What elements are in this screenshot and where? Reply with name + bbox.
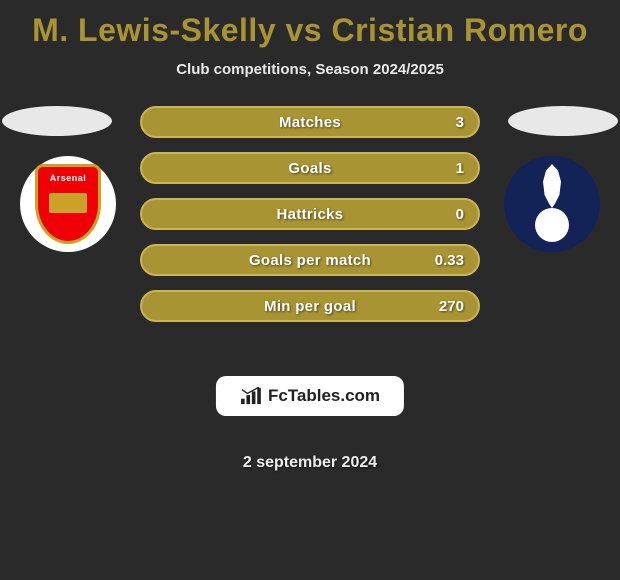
stat-label: Min per goal: [264, 298, 356, 315]
stat-label: Matches: [279, 114, 341, 131]
stat-row-min-per-goal: Min per goal 270: [140, 290, 480, 322]
tottenham-ball-icon: [535, 208, 569, 242]
date-text: 2 september 2024: [0, 454, 620, 472]
page-title: M. Lewis-Skelly vs Cristian Romero: [0, 0, 620, 49]
comparison-area: Arsenal Matches 3 Goals 1 Hattricks 0 Go…: [0, 106, 620, 406]
stat-rows: Matches 3 Goals 1 Hattricks 0 Goals per …: [140, 106, 480, 336]
stat-row-goals-per-match: Goals per match 0.33: [140, 244, 480, 276]
stat-row-matches: Matches 3: [140, 106, 480, 138]
stat-value: 270: [439, 298, 464, 315]
tottenham-cockerel-icon: [537, 164, 567, 208]
stat-row-hattricks: Hattricks 0: [140, 198, 480, 230]
watermark-badge: FcTables.com: [216, 376, 404, 416]
arsenal-cannon-icon: [49, 193, 87, 213]
arsenal-logo-text: Arsenal: [38, 173, 98, 183]
arsenal-shield: Arsenal: [35, 164, 101, 244]
stat-label: Goals per match: [249, 252, 371, 269]
stat-value: 0.33: [435, 252, 464, 269]
left-team-logo: Arsenal: [20, 156, 116, 252]
stat-row-goals: Goals 1: [140, 152, 480, 184]
watermark-chart-icon: [240, 387, 262, 405]
right-team-logo: [504, 156, 600, 252]
watermark-text: FcTables.com: [268, 386, 380, 406]
stat-label: Hattricks: [277, 206, 344, 223]
subtitle: Club competitions, Season 2024/2025: [0, 61, 620, 78]
left-player-oval: [2, 106, 112, 136]
right-player-oval: [508, 106, 618, 136]
stat-label: Goals: [288, 160, 331, 177]
stat-value: 1: [456, 160, 464, 177]
stat-value: 0: [456, 206, 464, 223]
stat-value: 3: [456, 114, 464, 131]
